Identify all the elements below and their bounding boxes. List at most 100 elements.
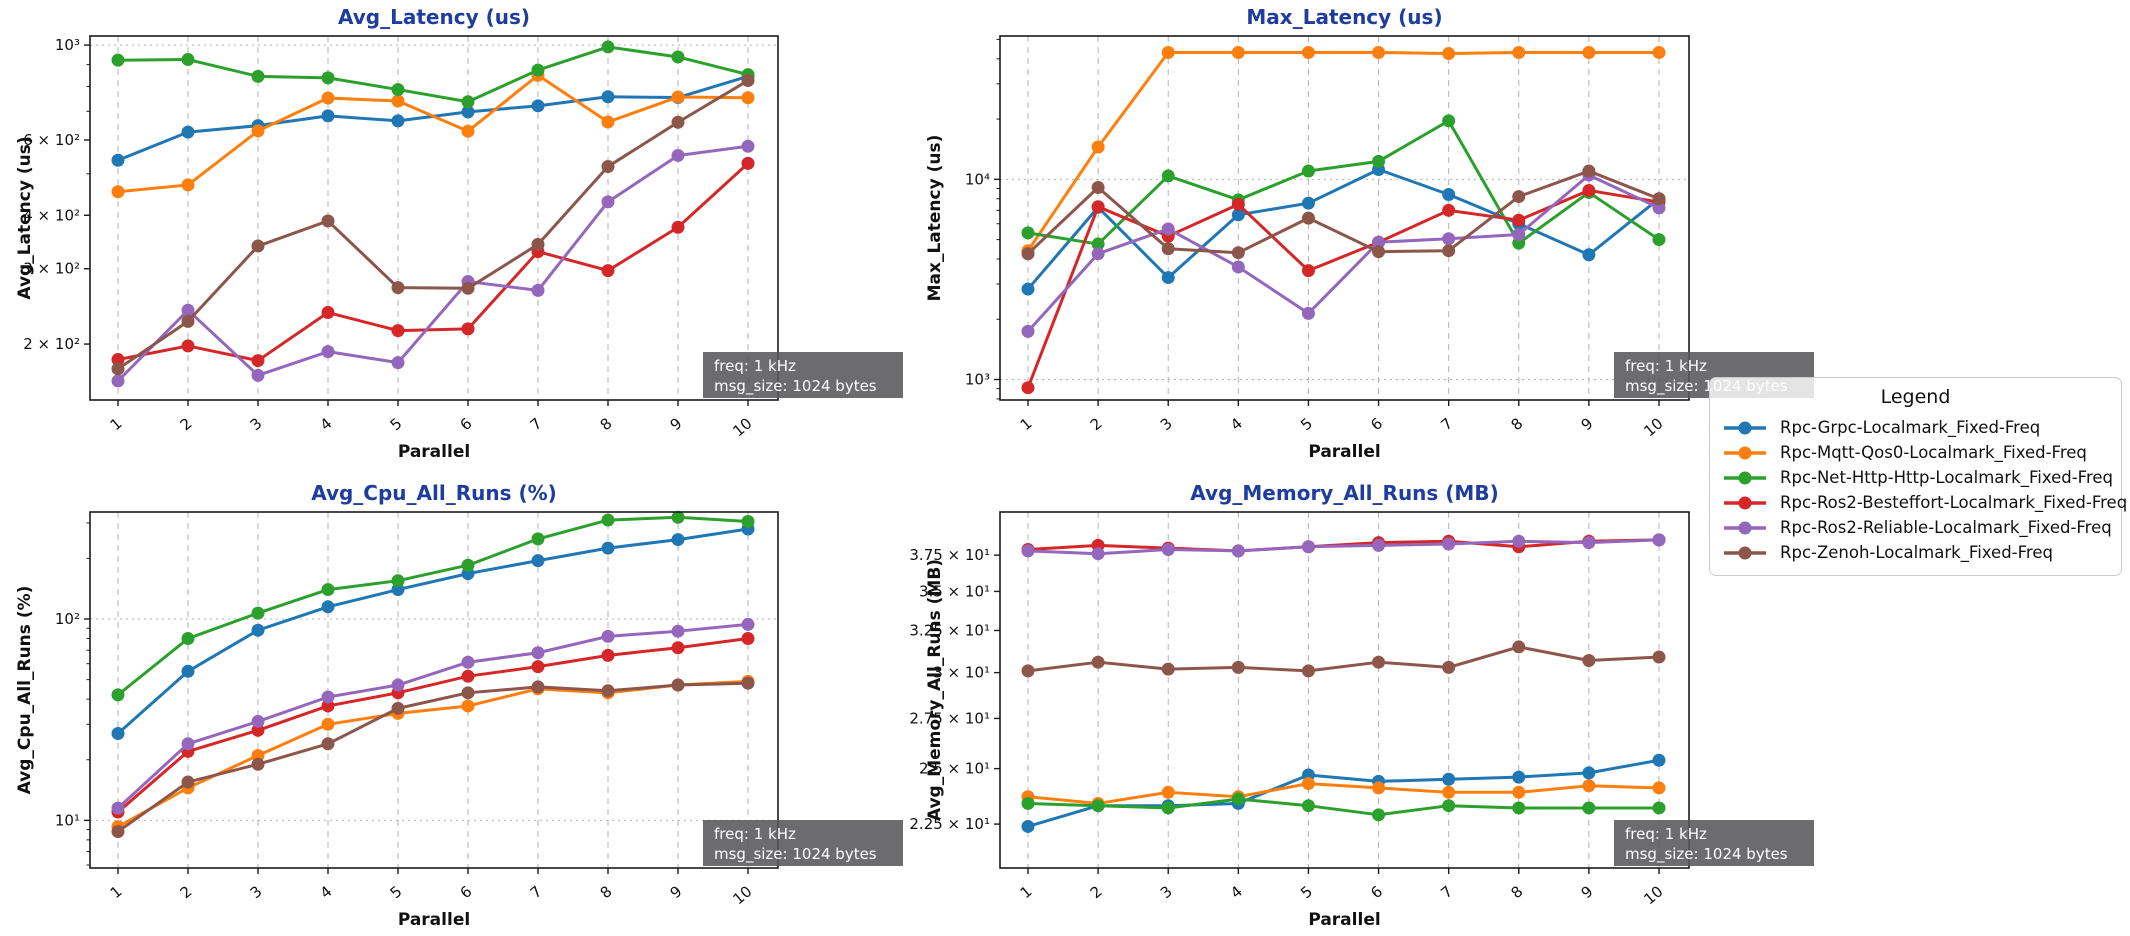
- series-line: [116, 681, 750, 834]
- data-point: [1301, 777, 1315, 791]
- data-point: [321, 699, 335, 713]
- series-line: [116, 144, 750, 383]
- x-tick-label: 10: [1640, 882, 1666, 908]
- x-tick-label: 4: [317, 414, 336, 434]
- legend-line-marker-icon: [1722, 496, 1768, 510]
- y-tick-label: 10¹: [55, 811, 80, 829]
- annotation-box: freq: 1 kHz msg_size: 1024 bytes: [1614, 820, 1814, 866]
- data-point: [1091, 237, 1105, 251]
- data-point: [461, 95, 475, 109]
- y-axis-label: Avg_Cpu_All_Runs (%): [15, 586, 35, 795]
- gridlines: [1027, 512, 1660, 868]
- data-point: [601, 513, 615, 527]
- x-tick-label: 3: [247, 414, 266, 434]
- data-point: [1512, 801, 1526, 815]
- annotation-box: freq: 1 kHz msg_size: 1024 bytes: [703, 352, 903, 398]
- data-point: [1231, 246, 1245, 260]
- x-tick-label: 10: [729, 414, 755, 440]
- data-point: [1582, 779, 1596, 793]
- data-point: [251, 723, 265, 737]
- legend-item: Rpc-Net-Http-Http-Localmark_Fixed-Freq: [1722, 465, 2113, 490]
- data-point: [321, 91, 335, 105]
- data-point: [1652, 46, 1666, 60]
- data-point: [1301, 306, 1315, 320]
- series-line: [1026, 538, 1661, 556]
- y-axis: 10⁴ 10³: [965, 38, 1000, 400]
- data-point: [181, 339, 195, 353]
- x-tick-label: 1: [1017, 882, 1036, 902]
- data-point: [111, 688, 125, 702]
- x-tick-label: 3: [1157, 882, 1176, 902]
- legend-line-marker-icon: [1722, 546, 1768, 560]
- series-line: [116, 79, 750, 371]
- series-Rpc-Ros2-Reliable-Localmark_Fixed-Freq: [1021, 168, 1666, 338]
- plot-border: [89, 511, 779, 869]
- y-axis: 10³ 6 × 10² 4 × 10² 3 × 10² 2 × 10²: [23, 36, 90, 353]
- plot-border: [999, 511, 1690, 869]
- data-point: [1372, 245, 1386, 259]
- data-point: [1372, 235, 1386, 249]
- data-point: [531, 660, 545, 674]
- series-line: [116, 527, 750, 736]
- annotation-bg: [703, 820, 903, 866]
- data-point: [1021, 796, 1035, 810]
- annotation-freq: freq: 1 kHz: [714, 825, 796, 843]
- data-point: [181, 632, 195, 646]
- data-point: [1091, 247, 1105, 261]
- data-point: [1442, 785, 1456, 799]
- data-point: [391, 94, 405, 108]
- data-point: [531, 646, 545, 660]
- legend: Legend Rpc-Grpc-Localmark_Fixed-Freq Rpc-…: [1709, 377, 2127, 576]
- series-line: [116, 74, 750, 162]
- data-point: [531, 283, 545, 297]
- annotation-box: freq: 1 kHz msg_size: 1024 bytes: [703, 820, 903, 866]
- x-tick-label: 9: [1578, 882, 1597, 902]
- chart-max-latency: 1 2 3 4 5 6 7 8 9 10 10⁴ 10³ Max_Latency (us) Paralle…: [925, 5, 1814, 462]
- data-point: [671, 148, 685, 162]
- data-point: [1301, 164, 1315, 178]
- series-line: [1026, 167, 1661, 291]
- data-point: [1512, 770, 1526, 784]
- series-Rpc-Ros2-Reliable-Localmark_Fixed-Freq: [111, 617, 755, 815]
- x-tick-label: 3: [1157, 414, 1176, 434]
- data-point: [1091, 799, 1105, 813]
- x-tick-label: 2: [177, 882, 196, 902]
- data-point: [181, 303, 195, 317]
- data-point: [671, 510, 685, 524]
- data-point: [741, 156, 755, 170]
- series-line: [1026, 758, 1661, 828]
- data-point: [1091, 181, 1105, 195]
- x-tick-label: 4: [1227, 882, 1246, 902]
- x-tick-label: 10: [1640, 414, 1666, 440]
- legend-item: Rpc-Ros2-Besteffort-Localmark_Fixed-Freq: [1722, 490, 2127, 515]
- legend-item: Rpc-Mqtt-Qos0-Localmark_Fixed-Freq: [1722, 440, 2109, 465]
- chart-title: Avg_Latency (us): [338, 5, 530, 29]
- y-axis-label: Max_Latency (us): [925, 135, 945, 302]
- data-point: [251, 623, 265, 637]
- data-point: [1442, 47, 1456, 61]
- data-point: [1652, 650, 1666, 664]
- y-axis: 3.75 × 10¹ 3.5 × 10¹ 3.25 × 10¹ 3 × 10¹ 2.75…: [909, 546, 1000, 833]
- data-point: [601, 684, 615, 698]
- annotation-msg-size: msg_size: 1024 bytes: [714, 377, 877, 396]
- data-point: [181, 664, 195, 678]
- x-tick-label: 7: [1437, 414, 1456, 434]
- series-line: [116, 622, 750, 810]
- data-point: [1582, 183, 1596, 197]
- data-point: [181, 314, 195, 328]
- data-point: [391, 281, 405, 295]
- series-Rpc-Net-Http-Http-Localmark_Fixed-Freq: [1021, 114, 1666, 251]
- data-point: [461, 655, 475, 669]
- data-point: [1582, 248, 1596, 262]
- data-point: [1021, 226, 1035, 240]
- data-point: [1442, 799, 1456, 813]
- x-axis: 1 2 3 4 5 6 7 8 9 10: [1017, 868, 1667, 908]
- legend-line-marker-icon: [1722, 521, 1768, 535]
- y-axis: 10² 10¹: [55, 522, 90, 866]
- data-point: [1161, 222, 1175, 236]
- y-tick-label: 10³: [55, 36, 80, 54]
- data-point: [1512, 534, 1526, 548]
- data-point: [1442, 232, 1456, 246]
- data-point: [671, 50, 685, 64]
- data-point: [1301, 211, 1315, 225]
